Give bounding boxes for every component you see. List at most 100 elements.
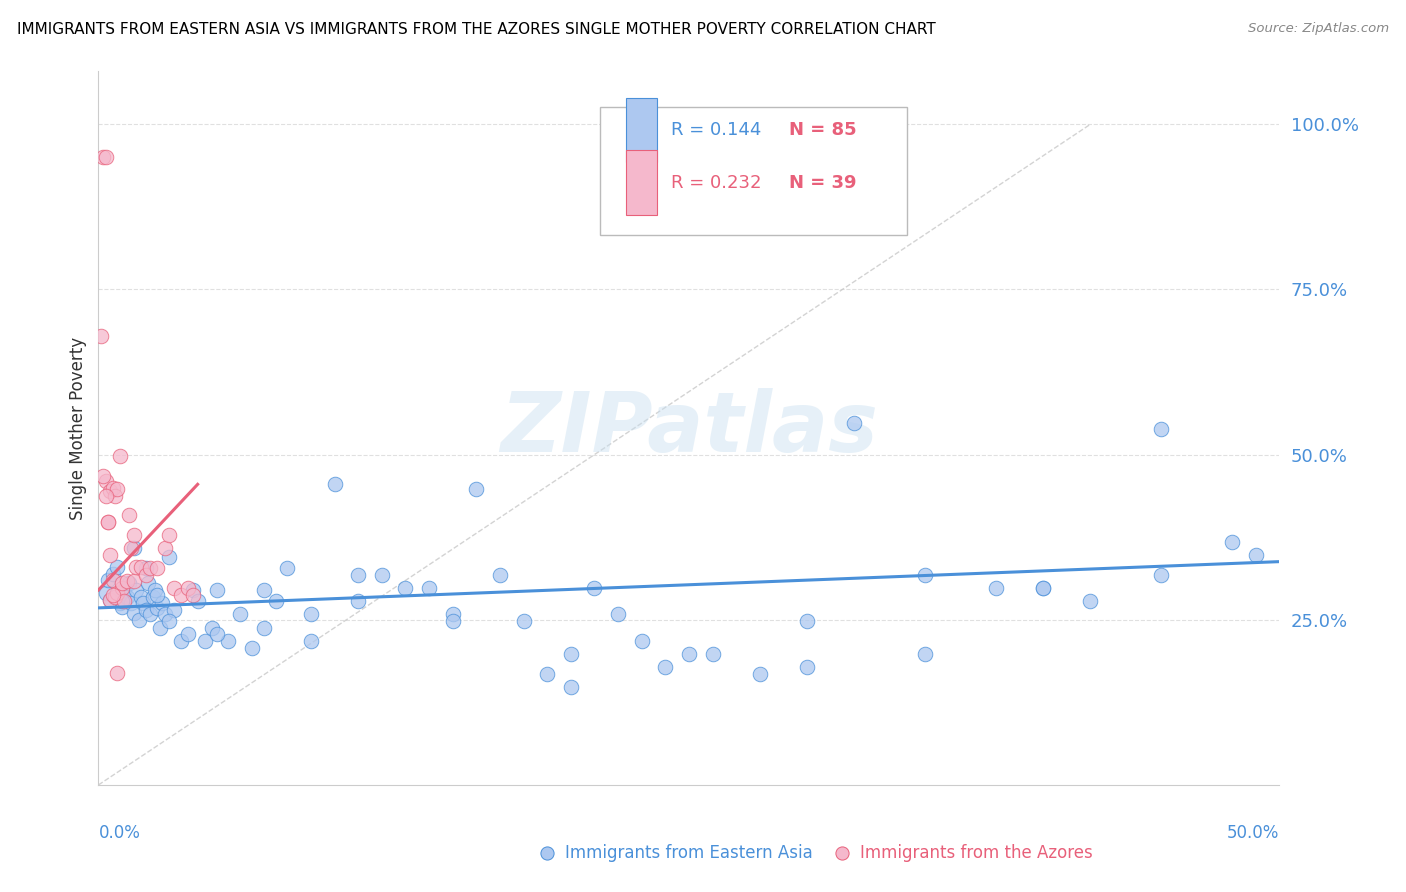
Point xyxy=(104,590,127,604)
Point xyxy=(1032,581,1054,595)
Point xyxy=(142,590,165,604)
Point xyxy=(702,647,724,661)
Point xyxy=(94,474,117,488)
Point xyxy=(394,581,416,595)
Point xyxy=(122,574,145,589)
Point xyxy=(115,590,138,604)
Point xyxy=(139,607,162,622)
Point xyxy=(536,667,558,681)
Point xyxy=(560,647,582,661)
Point xyxy=(441,614,464,628)
Point xyxy=(194,634,217,648)
Point xyxy=(205,627,228,641)
Text: R = 0.144: R = 0.144 xyxy=(671,121,762,139)
Point xyxy=(111,581,134,595)
Point xyxy=(149,621,172,635)
Point xyxy=(1150,567,1173,582)
Point xyxy=(157,614,180,628)
Point xyxy=(240,640,263,655)
Point xyxy=(347,594,370,608)
Point xyxy=(104,489,127,503)
Point xyxy=(105,560,128,574)
Point xyxy=(748,667,770,681)
Point xyxy=(347,567,370,582)
Point xyxy=(914,567,936,582)
Text: Immigrants from the Azores: Immigrants from the Azores xyxy=(860,844,1092,862)
Point xyxy=(187,594,209,608)
Point xyxy=(118,508,141,523)
Point xyxy=(465,482,488,496)
Point xyxy=(136,576,159,591)
Point xyxy=(98,548,121,562)
Text: R = 0.232: R = 0.232 xyxy=(671,174,762,192)
Point xyxy=(181,588,204,602)
Point xyxy=(122,606,145,620)
Point xyxy=(418,581,440,595)
Point xyxy=(914,647,936,661)
Point xyxy=(984,840,1007,855)
Point xyxy=(90,328,112,343)
Point xyxy=(1244,548,1267,562)
Point xyxy=(105,482,128,496)
FancyBboxPatch shape xyxy=(626,98,657,162)
Point xyxy=(157,549,180,564)
Text: 50.0%: 50.0% xyxy=(1227,824,1279,842)
Point xyxy=(98,593,121,607)
Point xyxy=(112,582,135,597)
Point xyxy=(121,596,143,610)
Point xyxy=(121,541,143,556)
Point xyxy=(91,150,114,164)
Point xyxy=(153,607,176,622)
Point xyxy=(105,665,128,680)
Point xyxy=(108,596,131,610)
FancyBboxPatch shape xyxy=(626,151,657,215)
Point xyxy=(104,590,127,604)
Point xyxy=(177,581,200,595)
Point xyxy=(630,634,652,648)
Point xyxy=(253,582,276,597)
Point xyxy=(132,596,155,610)
Text: IMMIGRANTS FROM EASTERN ASIA VS IMMIGRANTS FROM THE AZORES SINGLE MOTHER POVERTY: IMMIGRANTS FROM EASTERN ASIA VS IMMIGRAN… xyxy=(17,22,935,37)
Point xyxy=(111,599,134,614)
Point xyxy=(253,621,276,635)
Y-axis label: Single Mother Poverty: Single Mother Poverty xyxy=(69,336,87,520)
Point xyxy=(157,528,180,542)
Point xyxy=(678,647,700,661)
Point xyxy=(118,576,141,591)
Point xyxy=(1150,422,1173,436)
Point xyxy=(98,483,121,498)
Point xyxy=(170,634,193,648)
Point xyxy=(111,576,134,591)
Point xyxy=(135,567,157,582)
Point xyxy=(512,614,534,628)
Point xyxy=(205,582,228,597)
Point xyxy=(98,593,121,607)
Point xyxy=(1080,594,1102,608)
Point xyxy=(125,560,148,574)
Text: Source: ZipAtlas.com: Source: ZipAtlas.com xyxy=(1249,22,1389,36)
Point xyxy=(153,541,176,556)
Point xyxy=(105,586,128,600)
Text: N = 85: N = 85 xyxy=(789,121,856,139)
Point xyxy=(163,581,186,595)
Point xyxy=(796,660,818,674)
Point xyxy=(299,607,322,622)
Point xyxy=(299,634,322,648)
Point xyxy=(583,581,606,595)
Point xyxy=(276,561,298,575)
Point xyxy=(323,477,346,491)
Point xyxy=(122,541,145,556)
Point xyxy=(115,574,138,589)
Point xyxy=(796,614,818,628)
Point xyxy=(143,582,166,597)
Point xyxy=(229,607,252,622)
Point xyxy=(560,680,582,694)
Point xyxy=(181,582,204,597)
Text: ZIPatlas: ZIPatlas xyxy=(501,388,877,468)
Point xyxy=(122,528,145,542)
Point xyxy=(97,515,120,529)
Point xyxy=(150,596,173,610)
Point xyxy=(146,561,169,575)
Point xyxy=(91,468,114,483)
Text: 0.0%: 0.0% xyxy=(98,824,141,842)
